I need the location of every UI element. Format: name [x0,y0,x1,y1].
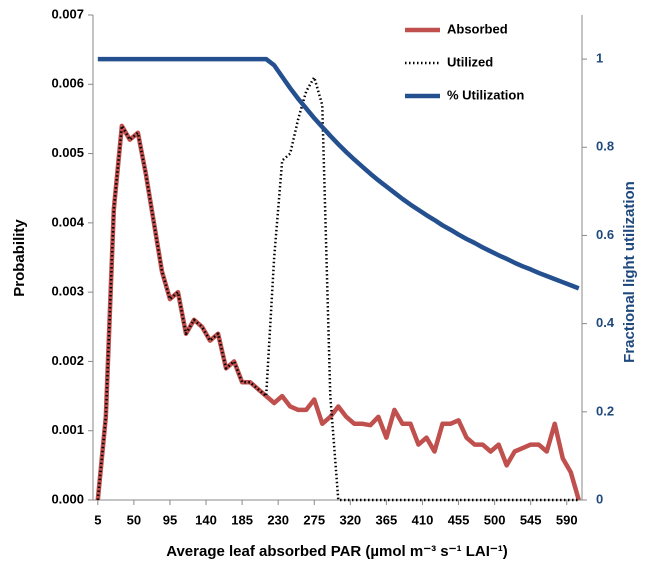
series-line [97,56,580,291]
y-tick-label: 0.001 [51,422,84,437]
x-tick-label: 140 [195,512,217,527]
legend-label: % Utilization [447,87,524,102]
x-axis-label: Average leaf absorbed PAR (µmol m⁻³ s⁻¹ … [166,543,508,560]
y-axis-label: Probability [11,219,28,297]
x-tick-label: 365 [376,512,398,527]
y2-tick-label: 0.6 [596,227,614,242]
y2-axis-label: Fractional light utilization [621,181,638,363]
x-tick-label: 545 [520,512,542,527]
y2-tick-label: 0.4 [596,315,615,330]
y-tick-label: 0.004 [51,214,84,229]
x-tick-label: 230 [267,512,289,527]
x-tick-label: 95 [163,512,177,527]
x-tick-label: 410 [412,512,434,527]
y2-tick-label: 1 [596,51,603,66]
y-tick-label: 0.007 [51,6,84,21]
y2-tick-label: 0 [596,491,603,506]
y2-tick-label: 0.2 [596,403,614,418]
legend-label: Absorbed [447,21,508,36]
y-tick-label: 0.002 [51,353,84,368]
y-tick-label: 0.000 [51,491,84,506]
x-tick-label: 455 [448,512,470,527]
y-tick-label: 0.005 [51,145,84,160]
y2-tick-label: 0.8 [596,139,614,154]
series-line [96,76,579,502]
x-tick-label: 500 [484,512,506,527]
x-tick-label: 185 [231,512,253,527]
x-tick-label: 590 [556,512,578,527]
legend-label: Utilized [447,54,493,69]
x-tick-label: 275 [303,512,325,527]
y-tick-label: 0.003 [51,284,84,299]
series-line [95,123,581,501]
y-tick-label: 0.006 [51,76,84,91]
x-tick-label: 5 [94,512,101,527]
x-tick-label: 320 [339,512,361,527]
x-tick-label: 50 [127,512,141,527]
